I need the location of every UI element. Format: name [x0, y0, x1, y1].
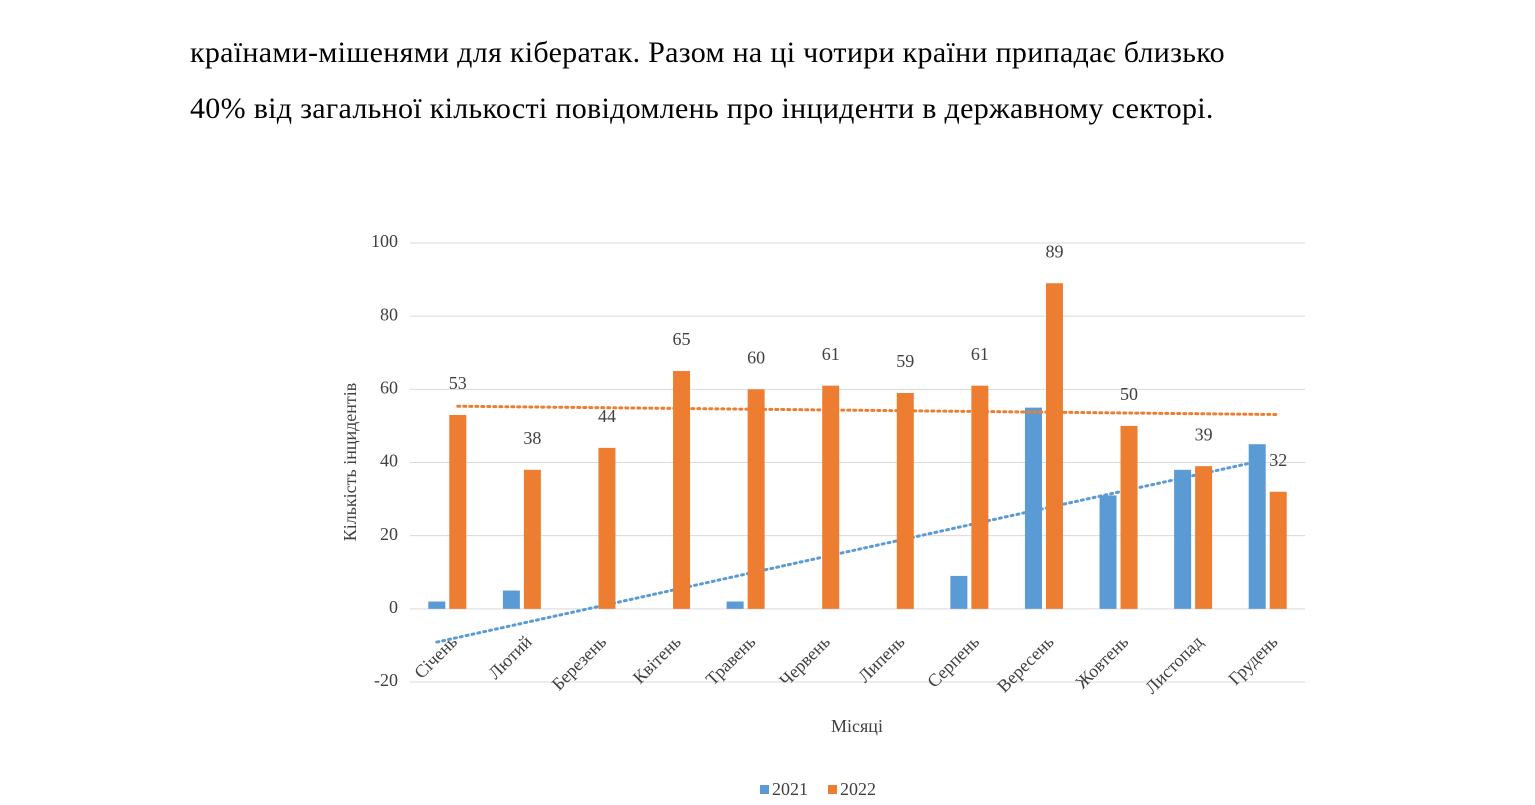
legend-label: 2022 — [840, 779, 876, 799]
bar — [502, 590, 520, 609]
data-label: 89 — [1045, 241, 1063, 261]
legend-label: 2021 — [772, 779, 808, 799]
x-tick-label: Серпень — [923, 632, 983, 692]
bar — [1195, 466, 1213, 609]
y-axis-label: Кількість інцидентів — [340, 383, 360, 542]
bar — [1120, 425, 1138, 609]
x-tick-label: Травень — [702, 632, 760, 690]
x-tick-label: Червень — [775, 632, 834, 691]
bar — [726, 601, 744, 609]
data-label: 39 — [1195, 424, 1213, 444]
data-label: 38 — [523, 428, 541, 448]
bar — [1099, 495, 1117, 609]
data-label: 50 — [1120, 384, 1138, 404]
x-tick-label: Березень — [548, 632, 611, 695]
bar — [1045, 283, 1063, 609]
x-tick-label: Вересень — [993, 632, 1058, 697]
legend-swatch — [760, 785, 769, 794]
legend-swatch — [828, 785, 837, 794]
bar — [1174, 469, 1192, 609]
y-tick-label: 80 — [380, 304, 398, 324]
x-tick-label: Жовтень — [1071, 632, 1132, 693]
y-tick-label: -20 — [374, 670, 398, 690]
y-tick-label: 60 — [380, 377, 398, 397]
bar — [1248, 444, 1266, 609]
bar — [1024, 407, 1042, 609]
data-label: 53 — [449, 373, 467, 393]
bar — [950, 575, 968, 609]
x-tick-label: Лютий — [484, 631, 536, 683]
x-axis-label: Місяці — [831, 716, 883, 736]
data-label: 61 — [971, 344, 989, 364]
trendline — [456, 404, 1280, 417]
trendline — [435, 460, 1259, 644]
bar — [747, 389, 765, 609]
x-tick-label: Грудень — [1224, 632, 1281, 689]
data-label: 44 — [598, 406, 616, 426]
bar — [428, 601, 446, 609]
bar — [523, 469, 541, 609]
x-tick-label: Листопад — [1141, 632, 1207, 698]
bar — [1269, 491, 1287, 609]
paragraph-line: 40% від загальної кількості повідомлень … — [190, 92, 1214, 125]
data-label: 65 — [673, 329, 691, 349]
bar — [449, 414, 467, 609]
y-tick-label: 0 — [389, 597, 398, 617]
bar — [673, 371, 691, 609]
y-tick-label: 100 — [371, 231, 398, 251]
bar — [598, 447, 616, 609]
data-label: 60 — [747, 347, 765, 367]
y-tick-label: 20 — [380, 524, 398, 544]
bar — [896, 392, 914, 609]
data-label: 32 — [1269, 450, 1287, 470]
x-tick-label: Липень — [854, 632, 909, 687]
x-tick-label: Квітень — [629, 632, 685, 688]
data-label: 59 — [896, 351, 914, 371]
paragraph-line: країнами-мішенями для кібератак. Разом н… — [190, 36, 1225, 69]
bar — [822, 385, 840, 609]
y-tick-label: 40 — [380, 451, 398, 471]
data-label: 61 — [822, 344, 840, 364]
bar — [971, 385, 989, 609]
